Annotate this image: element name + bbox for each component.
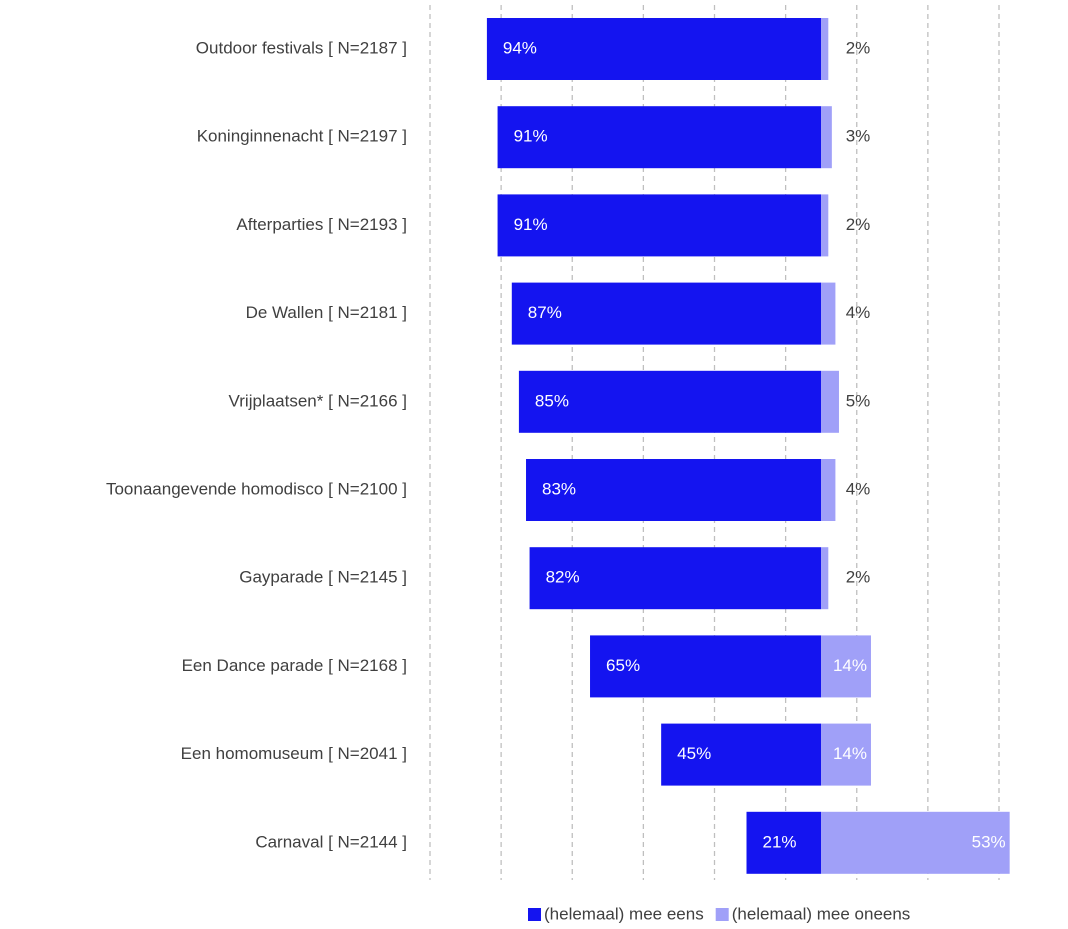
value-label: 91% bbox=[514, 127, 548, 146]
bar bbox=[526, 459, 822, 521]
bar bbox=[518, 370, 822, 433]
value-label: 83% bbox=[542, 479, 576, 498]
category-label: Carnaval [ N=2144 ] bbox=[255, 832, 407, 851]
value-label: 14% bbox=[833, 656, 867, 675]
value-label: 2% bbox=[846, 215, 871, 234]
bar bbox=[497, 106, 822, 169]
value-label: 4% bbox=[846, 479, 871, 498]
bar bbox=[821, 635, 871, 698]
value-label: 5% bbox=[846, 391, 871, 410]
legend-swatch bbox=[528, 908, 541, 921]
value-label: 94% bbox=[503, 38, 537, 57]
bar bbox=[590, 635, 822, 698]
bar bbox=[821, 723, 871, 786]
bar bbox=[821, 370, 839, 433]
legend-label: (helemaal) mee eens bbox=[544, 904, 704, 923]
category-label: De Wallen [ N=2181 ] bbox=[246, 303, 407, 322]
value-label: 82% bbox=[546, 568, 580, 587]
bar bbox=[821, 459, 836, 521]
legend-label: (helemaal) mee oneens bbox=[732, 904, 911, 923]
value-label: 65% bbox=[606, 656, 640, 675]
bar bbox=[821, 106, 832, 169]
value-label: 14% bbox=[833, 744, 867, 763]
category-label: Outdoor festivals [ N=2187 ] bbox=[196, 38, 407, 57]
value-label: 21% bbox=[763, 832, 797, 851]
bar bbox=[746, 811, 822, 874]
bar bbox=[511, 282, 822, 345]
value-label: 2% bbox=[846, 568, 871, 587]
value-label: 2% bbox=[846, 38, 871, 57]
value-label: 87% bbox=[528, 303, 562, 322]
bar bbox=[821, 194, 829, 257]
bar bbox=[529, 547, 822, 610]
bar bbox=[661, 723, 822, 786]
bar bbox=[497, 194, 822, 257]
category-label: Gayparade [ N=2145 ] bbox=[239, 568, 407, 587]
category-label: Koninginnenacht [ N=2197 ] bbox=[197, 127, 407, 146]
category-label: Afterparties [ N=2193 ] bbox=[236, 215, 407, 234]
bar bbox=[821, 811, 1010, 874]
legend-swatch bbox=[715, 908, 729, 921]
category-label: Een Dance parade [ N=2168 ] bbox=[182, 656, 407, 675]
bar bbox=[821, 547, 829, 610]
bar bbox=[821, 282, 836, 345]
value-label: 91% bbox=[514, 215, 548, 234]
value-label: 4% bbox=[846, 303, 871, 322]
category-label: Een homomuseum [ N=2041 ] bbox=[181, 744, 407, 763]
value-label: 3% bbox=[846, 127, 871, 146]
bar bbox=[821, 18, 829, 80]
bar bbox=[486, 18, 822, 80]
category-label: Vrijplaatsen* [ N=2166 ] bbox=[229, 391, 407, 410]
value-label: 53% bbox=[972, 832, 1006, 851]
value-label: 85% bbox=[535, 391, 569, 410]
value-label: 45% bbox=[677, 744, 711, 763]
category-label: Toonaangevende homodisco [ N=2100 ] bbox=[106, 479, 407, 498]
